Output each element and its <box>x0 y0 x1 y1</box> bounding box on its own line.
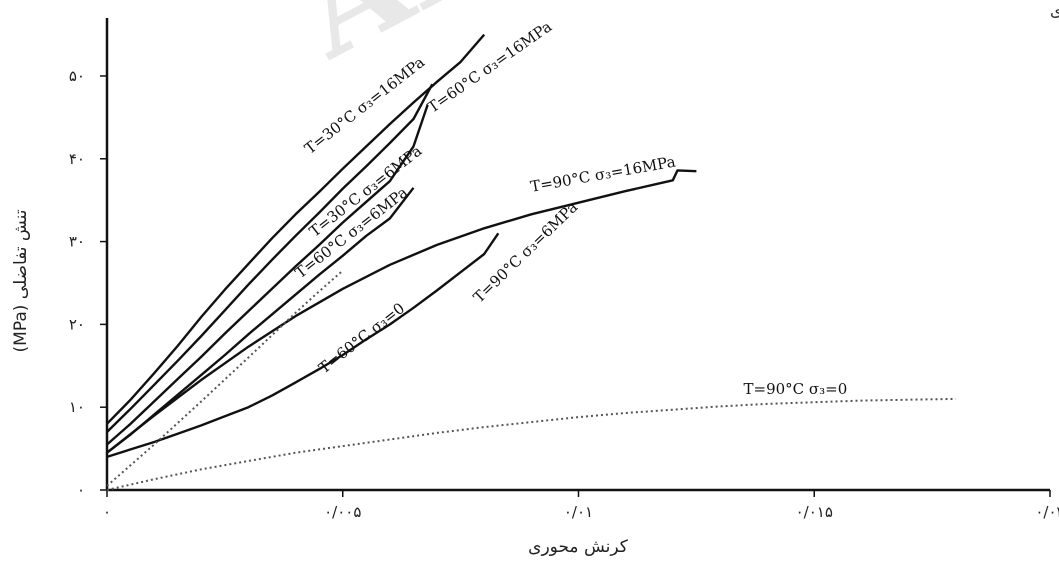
y-tick-label: ۱۰ <box>69 398 85 416</box>
x-tick-label: ۰/۰۰۵ <box>324 503 361 521</box>
y-tick-label: ۰ <box>77 481 85 499</box>
series-label-5: T=90°C σ₃=16MPa <box>529 153 677 196</box>
series-line-6 <box>106 232 500 459</box>
y-tick-label: ۳۰ <box>69 233 85 251</box>
x-tick-label: ۰ <box>103 503 111 521</box>
series-line-3 <box>106 104 429 446</box>
axes <box>105 18 1050 492</box>
y-tick-label: ۲۰ <box>69 315 85 333</box>
series-label-9: T=90°C σ₃=0 <box>744 380 848 398</box>
x-axis-title: کرنش محوری <box>528 537 629 557</box>
series-line-8 <box>106 269 344 487</box>
series-label-6: T=60°C σ₃=0 <box>315 299 408 377</box>
y-tick-label: ۵۰ <box>69 67 85 85</box>
series-line-1 <box>106 33 486 425</box>
x-ticks: ۰ ۰/۰۰۵ ۰/۰۱ ۰/۰۱۵ ۰/۰۲ <box>103 490 1059 521</box>
x-tick-label: ۰/۰۱۵ <box>796 503 833 521</box>
series-lines <box>106 33 956 491</box>
x-tick-label: ۰/۰۱ <box>564 503 593 521</box>
top-caption-fragment: ل منحنی های تنش کرنش در دماهای <box>1050 1 1059 21</box>
y-ticks: ۰ ۱۰ ۲۰ ۳۰ ۴۰ ۵۰ <box>69 67 107 499</box>
series-line-2 <box>106 83 434 433</box>
x-tick-label: ۰/۰۲ <box>1035 503 1059 521</box>
y-axis-title: تنش تفاضلی (MPa) <box>11 209 31 352</box>
y-tick-label: ۴۰ <box>69 150 85 168</box>
series-line-5 <box>106 169 697 454</box>
